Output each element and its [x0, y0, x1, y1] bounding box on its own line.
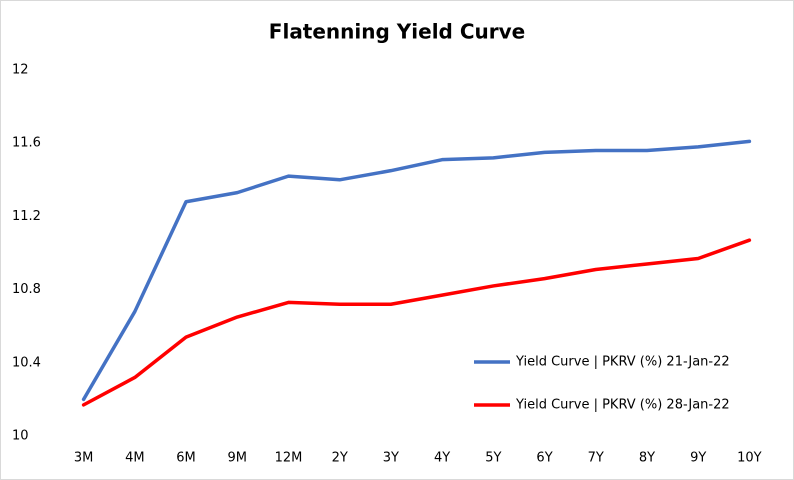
x-tick-label: 10Y [737, 451, 762, 466]
x-tick-label: 3Y [383, 451, 399, 466]
x-tick-label: 4M [125, 451, 145, 466]
x-tick-label: 9Y [690, 451, 706, 466]
x-tick-label: 4Y [434, 451, 450, 466]
x-tick-label: 7Y [588, 451, 604, 466]
chart-title: Flatenning Yield Curve [269, 20, 525, 44]
x-tick-label: 2Y [332, 451, 348, 466]
y-tick-label: 12 [12, 63, 29, 78]
legend-label: Yield Curve | PKRV (%) 28-Jan-22 [515, 398, 730, 413]
y-tick-label: 11.2 [12, 209, 41, 224]
y-tick-label: 11.6 [12, 136, 41, 151]
x-tick-label: 12M [275, 451, 303, 466]
x-tick-label: 9M [228, 451, 248, 466]
x-tick-label: 6Y [536, 451, 552, 466]
x-tick-label: 3M [74, 451, 94, 466]
data-line [81, 238, 752, 407]
y-tick-label: 10 [12, 429, 29, 444]
data-line [81, 139, 752, 402]
y-tick-label: 10.8 [12, 282, 41, 297]
y-tick-label: 10.4 [12, 355, 41, 370]
x-tick-label: 8Y [639, 451, 655, 466]
legend-label: Yield Curve | PKRV (%) 21-Jan-22 [515, 355, 730, 370]
x-tick-label: 6M [176, 451, 196, 466]
x-tick-label: 5Y [485, 451, 501, 466]
